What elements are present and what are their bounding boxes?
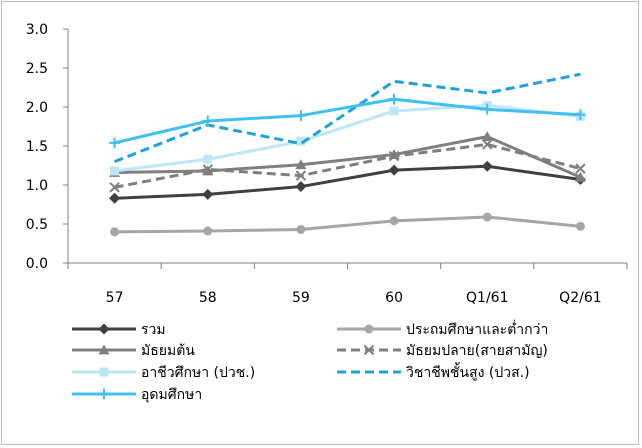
data-point xyxy=(109,137,121,149)
legend-item: มัธยมปลาย(สายสามัญ) xyxy=(337,343,548,359)
legend-item: รวม xyxy=(72,322,166,338)
data-point xyxy=(202,188,214,200)
y-tick-label: 2.5 xyxy=(26,61,48,77)
x-tick-label: 57 xyxy=(106,290,124,306)
x-tick-label: Q2/61 xyxy=(559,290,601,306)
data-point xyxy=(389,216,399,226)
data-point xyxy=(481,103,493,115)
y-tick-label: 2.0 xyxy=(26,100,48,116)
y-tick-label: 0.5 xyxy=(26,217,48,233)
data-point xyxy=(110,227,120,237)
legend-item: อาชีวศึกษา (ปวช.) xyxy=(72,365,255,381)
legend-item: มัธยมต้น xyxy=(72,343,195,359)
data-point xyxy=(574,109,586,121)
legend-label: ประถมศึกษาและต่ำกว่า xyxy=(406,320,548,338)
data-point xyxy=(202,115,214,127)
y-tick-label: 0.0 xyxy=(26,256,48,272)
legend-item: อุดมศึกษา xyxy=(72,387,202,403)
legend: รวม ประถมศึกษาและต่ำกว่ามัธยมต้น มัธยมปลาย… xyxy=(72,320,548,403)
data-point xyxy=(202,164,213,175)
data-point xyxy=(295,159,307,170)
data-point xyxy=(482,212,492,222)
y-tick-label: 3.0 xyxy=(26,22,48,38)
legend-swatch-marker xyxy=(99,367,109,377)
data-point xyxy=(389,106,399,116)
data-point xyxy=(574,171,586,182)
series-1 xyxy=(110,212,585,237)
series-line xyxy=(114,135,582,179)
data-point xyxy=(388,164,400,176)
series-layer xyxy=(109,72,586,237)
legend-label: มัธยมปลาย(สายสามัญ) xyxy=(406,343,548,359)
legend-label: อุดมศึกษา xyxy=(141,387,202,403)
data-point xyxy=(481,131,493,142)
data-point xyxy=(295,110,307,122)
x-tick-label: 59 xyxy=(292,290,310,306)
series-0 xyxy=(109,160,586,204)
legend-item: วิชาชีพชั้นสูง (ปวส.) xyxy=(337,362,530,381)
legend-item: ประถมศึกษาและต่ำกว่า xyxy=(337,320,548,338)
series-line xyxy=(114,164,581,200)
data-point xyxy=(110,166,120,176)
legend-swatch-marker xyxy=(364,324,374,334)
data-point xyxy=(575,163,586,174)
x-tick-label: Q1/61 xyxy=(466,290,508,306)
legend-label: มัธยมต้น xyxy=(141,343,195,359)
series-6 xyxy=(109,93,586,149)
data-point xyxy=(203,226,213,236)
data-point xyxy=(295,181,307,193)
data-point xyxy=(296,136,306,146)
series-line xyxy=(114,103,581,173)
data-point xyxy=(481,160,493,172)
series-2 xyxy=(109,131,586,182)
legend-swatch-marker xyxy=(98,344,110,355)
x-tick-label: 60 xyxy=(385,290,403,306)
chart-axes: 0.0 0.5 1.0 1.5 2.0 2.5 3.0 57 58 59 60 Q1/61 Q2/61 xyxy=(26,22,628,306)
legend-swatch-marker xyxy=(98,388,110,400)
data-point xyxy=(203,154,213,164)
data-point xyxy=(295,170,307,181)
legend-label: อาชีวศึกษา (ปวช.) xyxy=(141,365,255,381)
series-5 xyxy=(114,72,581,163)
data-point xyxy=(388,93,400,105)
legend-swatch-marker xyxy=(363,344,375,356)
series-line xyxy=(114,215,581,234)
data-point xyxy=(109,192,121,204)
series-line xyxy=(114,72,581,163)
data-point xyxy=(109,182,120,193)
data-point xyxy=(575,221,585,231)
series-line xyxy=(114,97,581,145)
data-point xyxy=(296,224,306,234)
data-point xyxy=(482,139,493,150)
x-tick-label: 58 xyxy=(199,290,217,306)
legend-swatch-marker xyxy=(98,323,110,335)
y-tick-label: 1.5 xyxy=(26,139,48,155)
legend-label: รวม xyxy=(141,322,166,338)
legend-label: วิชาชีพชั้นสูง (ปวส.) xyxy=(406,362,530,381)
series-line xyxy=(114,142,581,189)
data-point xyxy=(388,150,400,162)
series-3 xyxy=(109,139,586,193)
y-tick-label: 1.0 xyxy=(26,178,48,194)
